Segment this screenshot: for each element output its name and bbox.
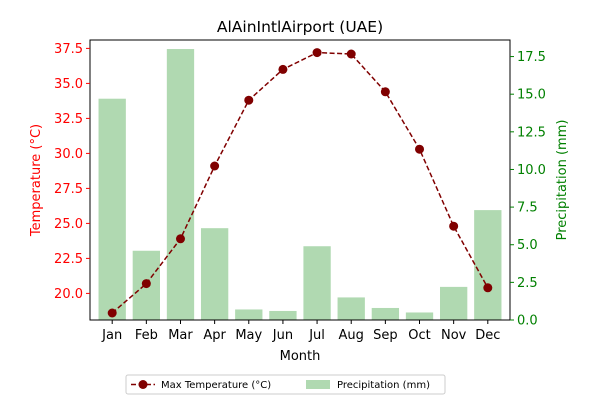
- precipitation-bar: [166, 49, 195, 320]
- precipitation-bar: [405, 312, 434, 320]
- precipitation-bar: [269, 310, 297, 320]
- chart-title: AlAinIntlAirport (UAE): [217, 18, 383, 36]
- x-axis: Jan Feb Mar Apr May Jun Jul Aug Sep Oct Nov Dec: [101, 320, 500, 343]
- x-axis-label: Month: [280, 349, 321, 364]
- left-y-axis: 20.0 22.5 25.0 27.5 30.0 32.5 35.0 37.5: [54, 42, 90, 302]
- temperature-point: [244, 95, 254, 105]
- right-y-tick-label: 5.0: [517, 238, 538, 253]
- temperature-point: [483, 283, 493, 293]
- precipitation-bar: [474, 210, 502, 320]
- x-tick-label: Sep: [373, 328, 398, 343]
- x-tick-label: May: [235, 328, 262, 343]
- left-y-tick-label: 22.5: [54, 252, 83, 267]
- x-tick-label: Feb: [135, 328, 158, 343]
- x-tick-label: Jul: [308, 328, 325, 343]
- legend-label-temperature: Max Temperature (°C): [161, 380, 271, 391]
- right-y-tick-label: 0.0: [517, 314, 538, 329]
- right-y-axis-label: Precipitation (mm): [555, 120, 570, 241]
- temperature-point: [141, 279, 151, 289]
- legend-frame: [125, 374, 446, 395]
- right-y-tick-label: 15.0: [517, 88, 546, 103]
- x-tick-label: Mar: [168, 328, 193, 343]
- right-y-tick-label: 7.5: [517, 201, 538, 216]
- temperature-point: [278, 64, 288, 74]
- precipitation-bar: [440, 286, 468, 320]
- temperature-point: [107, 308, 117, 318]
- left-y-tick-label: 25.0: [54, 217, 83, 232]
- precipitation-bar: [235, 309, 263, 320]
- left-y-tick-label: 32.5: [54, 112, 83, 127]
- temperature-point: [312, 48, 322, 58]
- left-y-tick-label: 35.0: [54, 77, 83, 92]
- left-y-tick-label: 30.0: [54, 147, 83, 162]
- x-tick-label: Aug: [339, 328, 364, 343]
- legend-bar-swatch: [306, 380, 330, 389]
- precipitation-bar: [98, 98, 126, 320]
- legend: Max Temperature (°C) Precipitation (mm): [125, 374, 446, 395]
- right-y-tick-label: 12.5: [517, 125, 546, 140]
- legend-label-precipitation: Precipitation (mm): [337, 380, 430, 391]
- legend-marker-swatch: [138, 380, 148, 389]
- plot-frame: [89, 39, 511, 321]
- right-y-tick-label: 2.5: [517, 276, 538, 291]
- x-tick-label: Oct: [408, 328, 430, 343]
- precipitation-bar: [303, 246, 331, 320]
- left-y-tick-label: 27.5: [54, 182, 83, 197]
- x-tick-label: Nov: [441, 328, 467, 343]
- temperature-point: [380, 87, 390, 97]
- temperature-point: [346, 49, 356, 59]
- right-y-axis: 0.0 2.5 5.0 7.5 10.0 12.5 15.0 17.5: [510, 50, 546, 329]
- temperature-points: [107, 48, 493, 318]
- temperature-point: [175, 234, 185, 244]
- left-y-axis-label: Temperature (°C): [29, 124, 44, 237]
- precipitation-bar: [371, 307, 400, 320]
- temperature-point: [210, 161, 220, 171]
- left-y-tick-label: 37.5: [54, 42, 83, 57]
- precipitation-bars: [98, 49, 502, 320]
- x-tick-label: Dec: [475, 328, 500, 343]
- x-tick-label: Apr: [203, 328, 226, 343]
- x-tick-label: Jun: [272, 328, 293, 343]
- x-tick-label: Jan: [101, 328, 122, 343]
- temperature-line: [111, 51, 489, 314]
- precipitation-bar: [200, 228, 229, 320]
- temperature-point: [449, 221, 459, 231]
- precipitation-bar: [337, 297, 365, 320]
- right-y-tick-label: 17.5: [517, 50, 546, 65]
- left-y-tick-label: 20.0: [54, 287, 83, 302]
- temperature-point: [415, 144, 425, 154]
- right-y-tick-label: 10.0: [517, 163, 546, 178]
